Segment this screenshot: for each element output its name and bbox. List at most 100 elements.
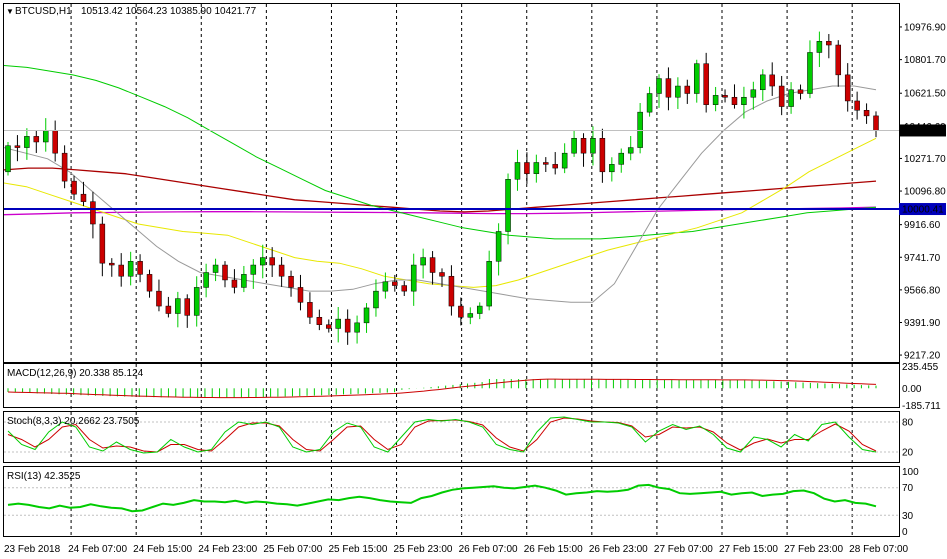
- candle-body: [873, 115, 879, 131]
- price-tick-label: 10621.50: [904, 89, 946, 100]
- candle-body: [439, 272, 445, 277]
- candle-body: [429, 257, 436, 273]
- candle-body: [354, 322, 360, 333]
- candle-body: [278, 264, 285, 277]
- candle-body: [863, 110, 870, 117]
- current-price-box: [899, 124, 946, 137]
- time-axis: 23 Feb 2018 24 Feb 07:00 24 Feb 15:00 24 Fe…: [4, 544, 909, 555]
- candle-body: [250, 264, 257, 275]
- current-price-label: 10421.77: [902, 126, 944, 137]
- candle-body: [24, 136, 30, 148]
- candle-body: [486, 261, 492, 307]
- macd-title: MACD(12,26,9) 20.338 85.124: [7, 368, 144, 379]
- candle-body: [165, 305, 172, 314]
- candle-body: [326, 324, 332, 329]
- time-tick-label: 26 Feb 07:00: [459, 544, 518, 555]
- candle-body: [259, 257, 266, 266]
- price-tick-label: 9566.80: [904, 285, 941, 296]
- time-tick-label: 27 Feb 23:00: [784, 544, 843, 555]
- rsi-panel-frame: [3, 466, 900, 537]
- candle-body: [807, 52, 813, 94]
- candle-body: [203, 272, 209, 288]
- candle-body: [854, 100, 860, 111]
- candle-body: [61, 152, 68, 182]
- price-tick-label: 9741.70: [904, 253, 941, 264]
- candle-body: [109, 262, 115, 266]
- candle-body: [514, 162, 521, 180]
- candlesticks: [5, 31, 879, 345]
- candle-body: [618, 152, 625, 165]
- time-tick-label: 23 Feb 2018: [4, 544, 61, 555]
- time-tick-label: 26 Feb 15:00: [524, 544, 583, 555]
- candle-body: [448, 275, 455, 307]
- candle-body: [184, 298, 191, 316]
- candle-body: [222, 264, 228, 281]
- candle-body: [373, 290, 379, 309]
- candle-body: [731, 96, 738, 105]
- time-tick-label: 25 Feb 23:00: [394, 544, 453, 555]
- candle-body: [524, 162, 530, 174]
- candle-body: [212, 264, 219, 273]
- header-arrow: ▼: [6, 7, 14, 16]
- candle-body: [684, 85, 691, 94]
- candle-body: [580, 138, 587, 154]
- price-tick-label: 10096.80: [904, 187, 946, 198]
- price-tick-label: 9391.90: [904, 318, 941, 329]
- candle-body: [33, 136, 40, 143]
- price-tick-label: 10976.90: [904, 22, 946, 33]
- stoch-main-line: [7, 416, 877, 454]
- candle-body: [844, 74, 851, 102]
- candle-body: [561, 152, 568, 169]
- candle-body: [156, 290, 162, 307]
- rsi-tick-label: 100: [902, 467, 919, 478]
- candle-body: [627, 147, 634, 154]
- candle-body: [241, 274, 247, 288]
- moving-averages: [3, 65, 877, 303]
- rsi-title: RSI(13) 42.3525: [7, 471, 81, 482]
- time-tick-label: 27 Feb 07:00: [654, 544, 713, 555]
- candle-body: [175, 298, 181, 314]
- candle-body: [420, 257, 426, 266]
- candle-body: [505, 179, 511, 232]
- candle-body: [543, 162, 549, 165]
- candle-body: [599, 138, 606, 173]
- candle-body: [760, 74, 766, 91]
- candle-body: [392, 281, 398, 286]
- ma-red-line: [3, 167, 877, 213]
- candle-body: [118, 264, 124, 277]
- price-panel-frame: [3, 3, 900, 363]
- candle-body: [146, 274, 153, 292]
- candle-body: [344, 318, 351, 333]
- candle-body: [71, 180, 77, 195]
- stoch-title: Stoch(8,3,3) 20.2662 23.7505: [7, 416, 140, 427]
- candle-body: [835, 44, 842, 76]
- ma-gray-line: [3, 85, 877, 303]
- candle-body: [137, 261, 143, 275]
- time-tick-label: 25 Feb 15:00: [328, 544, 387, 555]
- macd-panel-frame: [3, 363, 900, 408]
- candle-body: [656, 78, 662, 94]
- support-level-label: 10000.41: [902, 205, 944, 216]
- vertical-gridlines: [70, 4, 853, 536]
- stoch-panel-frame: [3, 411, 900, 463]
- candle-body: [127, 261, 134, 277]
- candle-body: [269, 257, 275, 266]
- candle-body: [382, 281, 389, 292]
- candle-body: [297, 287, 304, 303]
- candle-body: [52, 130, 58, 154]
- candle-body: [741, 96, 747, 105]
- candle-body: [467, 313, 474, 318]
- price-tick-label: 10271.70: [904, 154, 946, 165]
- time-tick-label: 28 Feb 07:00: [849, 544, 908, 555]
- ma-green-line: [3, 65, 877, 240]
- candle-body: [363, 307, 370, 324]
- candle-body: [42, 130, 49, 143]
- candle-body: [712, 95, 719, 105]
- candle-body: [335, 318, 341, 329]
- candle-body: [80, 193, 87, 202]
- macd-signal-line: [7, 378, 877, 399]
- macd-histogram: 235.455 0.00 -185.711: [7, 362, 941, 412]
- candle-body: [495, 231, 502, 262]
- support-level-box: [899, 203, 946, 216]
